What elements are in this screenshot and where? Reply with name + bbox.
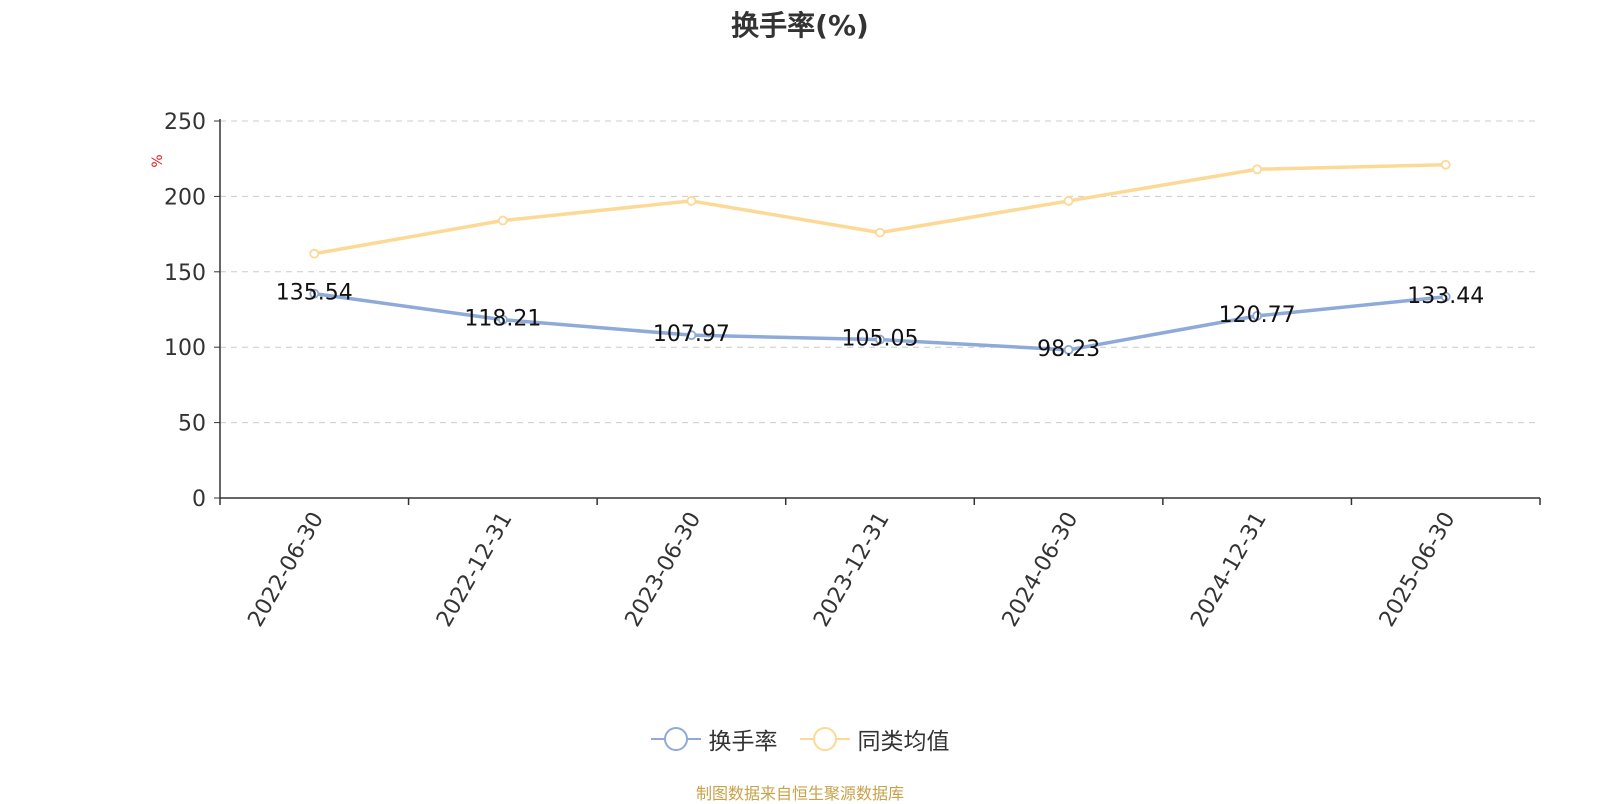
chart-title: 换手率(%): [731, 9, 869, 42]
series-line-2: [313, 162, 1446, 256]
data-point[interactable]: [1063, 196, 1074, 206]
data-point[interactable]: [1440, 291, 1451, 302]
legend-label-peer-average: 同类均值: [857, 729, 950, 755]
y-tick-label: 250: [164, 110, 206, 135]
data-point[interactable]: [497, 215, 508, 226]
data-label: 98.23: [1037, 337, 1100, 362]
data-point[interactable]: [875, 227, 885, 238]
source-note: 制图数据来自恒生聚源数据库: [695, 784, 904, 803]
data-point[interactable]: [1252, 310, 1263, 321]
data-point[interactable]: [309, 248, 320, 259]
x-tick-label: 2023-06-30: [621, 508, 707, 631]
data-point[interactable]: [686, 330, 697, 341]
legend-line-circle-icon: [799, 727, 850, 751]
data-label: 135.54: [276, 281, 353, 306]
x-tick-label: 2024-06-30: [998, 508, 1084, 631]
legend: 换手率 同类均值: [0, 722, 1600, 756]
data-point[interactable]: [1063, 344, 1074, 355]
x-tick-label: 2023-12-31: [809, 508, 895, 631]
legend-line-circle-icon: [650, 727, 701, 751]
y-tick-label: 100: [164, 336, 206, 361]
y-tick-label: 200: [164, 185, 206, 210]
data-label: 118.21: [464, 307, 541, 332]
data-label: 107.97: [653, 322, 730, 347]
data-point[interactable]: [1440, 159, 1451, 170]
data-label: 105.05: [842, 327, 919, 352]
x-tick-label: 2022-12-31: [432, 508, 518, 631]
y-axis-label: %: [150, 154, 166, 167]
x-tick-label: 2025-06-30: [1375, 508, 1461, 631]
legend-item-peer-average[interactable]: 同类均值: [799, 722, 950, 756]
data-point[interactable]: [497, 314, 508, 325]
x-tick-label: 2022-06-30: [243, 508, 329, 631]
data-point[interactable]: [309, 288, 320, 299]
y-tick-label: 0: [192, 487, 206, 512]
data-point[interactable]: [875, 334, 885, 345]
x-tick-label: 2024-12-31: [1186, 508, 1272, 631]
data-point[interactable]: [1252, 164, 1263, 175]
legend-item-turnover[interactable]: 换手率: [650, 722, 778, 756]
data-label: 133.44: [1407, 284, 1484, 309]
y-tick-label: 50: [178, 412, 206, 437]
legend-label-turnover: 换手率: [708, 729, 778, 755]
y-tick-label: 150: [164, 261, 206, 286]
data-point[interactable]: [686, 196, 697, 206]
data-label: 120.77: [1219, 303, 1296, 328]
